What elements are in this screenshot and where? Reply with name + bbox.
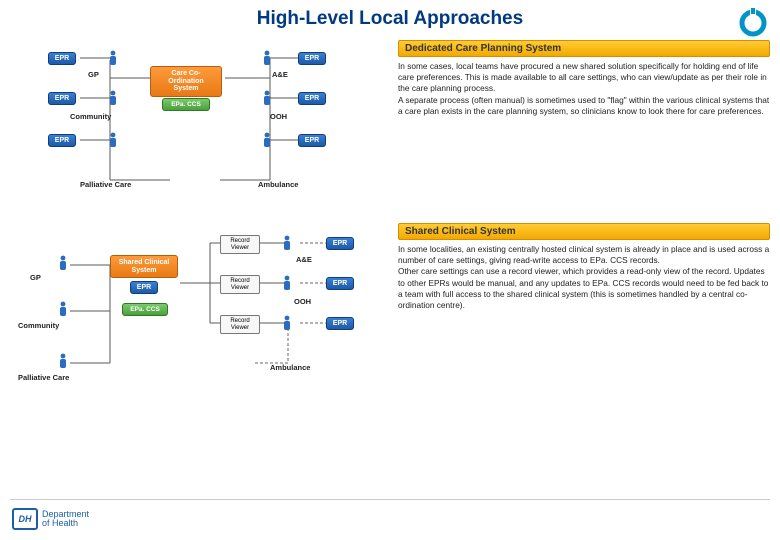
label-gp: GP bbox=[88, 70, 99, 79]
label-palliative: Palliative Care bbox=[80, 180, 131, 189]
label-ooh: OOH bbox=[270, 112, 287, 121]
person-icon bbox=[58, 301, 68, 319]
section-dedicated: EPR EPR EPR GP Community Palliative Care… bbox=[10, 40, 770, 205]
node-epr: EPR bbox=[298, 134, 326, 147]
person-icon bbox=[262, 132, 272, 150]
node-epr: EPR bbox=[48, 134, 76, 147]
page-title: High-Level Local Approaches bbox=[0, 0, 780, 34]
label-ooh: OOH bbox=[294, 297, 311, 306]
label-gp: GP bbox=[30, 273, 41, 282]
label-ae: A&E bbox=[296, 255, 312, 264]
person-icon bbox=[58, 353, 68, 371]
person-icon bbox=[262, 90, 272, 108]
person-icon bbox=[282, 235, 292, 253]
node-epr: EPR bbox=[130, 281, 158, 294]
node-epr: EPR bbox=[298, 92, 326, 105]
brand-logo-icon bbox=[738, 8, 768, 38]
label-community: Community bbox=[18, 321, 59, 330]
node-record-viewer: Record Viewer bbox=[220, 235, 260, 254]
footer-logo: DH Department of Health bbox=[12, 508, 89, 530]
section-shared: GP Community Palliative Care Shared Clin… bbox=[10, 223, 770, 398]
dh-line2: of Health bbox=[42, 519, 89, 528]
person-icon bbox=[282, 275, 292, 293]
person-icon bbox=[108, 90, 118, 108]
person-icon bbox=[58, 255, 68, 273]
dh-text: Department of Health bbox=[42, 510, 89, 528]
node-epr: EPR bbox=[326, 317, 354, 330]
node-care-coord: Care Co-Ordination System bbox=[150, 66, 222, 97]
node-epr: EPR bbox=[48, 92, 76, 105]
person-icon bbox=[262, 50, 272, 68]
node-epr: EPR bbox=[326, 237, 354, 250]
label-palliative: Palliative Care bbox=[18, 373, 69, 382]
label-ae: A&E bbox=[272, 70, 288, 79]
diagram-dedicated: EPR EPR EPR GP Community Palliative Care… bbox=[10, 40, 390, 205]
banner-dedicated: Dedicated Care Planning System bbox=[398, 40, 770, 57]
node-epr: EPR bbox=[326, 277, 354, 290]
person-icon bbox=[108, 132, 118, 150]
node-shared-system: Shared Clinical System bbox=[110, 255, 178, 278]
label-community: Community bbox=[70, 112, 111, 121]
person-icon bbox=[282, 315, 292, 333]
node-epr: EPR bbox=[298, 52, 326, 65]
node-epr: EPR bbox=[48, 52, 76, 65]
banner-shared: Shared Clinical System bbox=[398, 223, 770, 240]
person-icon bbox=[108, 50, 118, 68]
dh-badge-icon: DH bbox=[12, 508, 38, 530]
node-record-viewer: Record Viewer bbox=[220, 275, 260, 294]
label-ambulance: Ambulance bbox=[270, 363, 310, 372]
label-ambulance: Ambulance bbox=[258, 180, 298, 189]
para-dedicated: In some cases, local teams have procured… bbox=[398, 61, 770, 117]
node-record-viewer: Record Viewer bbox=[220, 315, 260, 334]
diagram-shared: GP Community Palliative Care Shared Clin… bbox=[10, 223, 390, 398]
node-epaccs: EPa. CCS bbox=[162, 98, 210, 111]
divider bbox=[10, 499, 770, 500]
para-shared: In some localities, an existing centrall… bbox=[398, 244, 770, 311]
node-epaccs: EPa. CCS bbox=[122, 303, 168, 316]
